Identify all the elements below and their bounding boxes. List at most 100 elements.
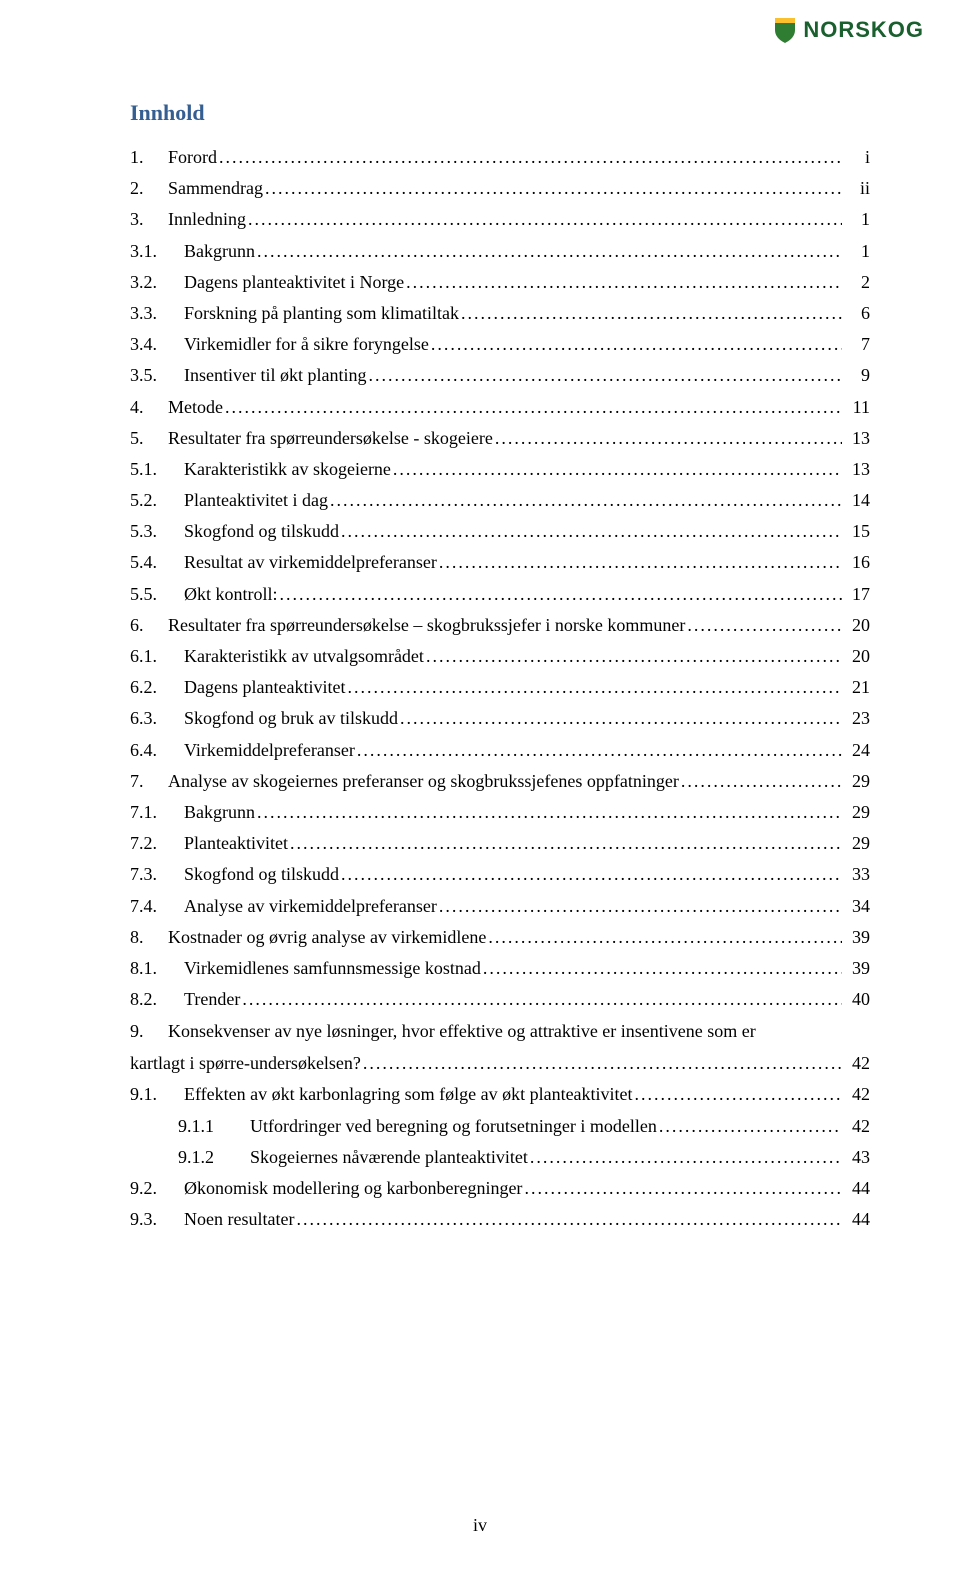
toc-entry-text: Virkemidlenes samfunnsmessige kostnad <box>182 959 481 977</box>
toc-leader-dots <box>439 897 842 915</box>
toc-leader-dots <box>357 741 842 759</box>
toc-entry-number: 7.4. <box>130 897 182 915</box>
toc-entry: 4.Metode 11 <box>130 398 870 416</box>
toc-entry-page: 16 <box>846 553 870 571</box>
toc-entry: 3.5.Insentiver til økt planting9 <box>130 366 870 384</box>
toc-entry-text: Dagens planteaktivitet i Norge <box>182 273 404 291</box>
shield-icon <box>773 16 797 44</box>
toc-entry: 7.4.Analyse av virkemiddelpreferanser34 <box>130 897 870 915</box>
toc-entry-page: 33 <box>846 865 870 883</box>
toc-entry-page: 2 <box>846 273 870 291</box>
toc-entry-page: 44 <box>846 1179 870 1197</box>
toc-entry-number: 9.1. <box>130 1085 182 1103</box>
toc-entry: 5.3.Skogfond og tilskudd15 <box>130 522 870 540</box>
toc-entry-text: Skogfond og bruk av tilskudd <box>182 709 398 727</box>
toc-leader-dots <box>265 179 842 197</box>
toc-entry-page: 1 <box>846 242 870 260</box>
toc-entry: 5.Resultater fra spørreundersøkelse - sk… <box>130 429 870 447</box>
toc-leader-dots <box>257 803 842 821</box>
toc-entry: 5.1.Karakteristikk av skogeierne13 <box>130 460 870 478</box>
toc-entry-text: Planteaktivitet <box>182 834 288 852</box>
toc-entry-page: 11 <box>846 398 870 416</box>
toc-entry-number: 9.2. <box>130 1179 182 1197</box>
toc-entry-text: Virkemiddelpreferanser <box>182 741 355 759</box>
toc-entry-page: 42 <box>846 1117 870 1135</box>
toc-entry-number: 1. <box>130 148 166 166</box>
toc-entry: 3.2.Dagens planteaktivitet i Norge2 <box>130 273 870 291</box>
toc-entry-text: Innledning <box>166 210 246 228</box>
toc-entry: 7.3.Skogfond og tilskudd33 <box>130 865 870 883</box>
toc-entry-text: Trender <box>182 990 240 1008</box>
toc-entry-number: 3. <box>130 210 166 228</box>
toc-entry-number: 8.2. <box>130 990 182 1008</box>
toc-entry-number: 9.1.1 <box>178 1117 248 1135</box>
toc-entry: 6.4.Virkemiddelpreferanser24 <box>130 741 870 759</box>
toc-entry-page: 43 <box>846 1148 870 1166</box>
brand-logo: NORSKOG <box>773 16 924 44</box>
toc-entry-number: 8.1. <box>130 959 182 977</box>
toc-leader-dots <box>280 585 843 603</box>
toc-entry-page: i <box>846 148 870 166</box>
toc-entry: 3.3.Forskning på planting som klimatilta… <box>130 304 870 322</box>
toc-leader-dots <box>257 242 842 260</box>
toc-entry-number: 5.1. <box>130 460 182 478</box>
toc-entry-page: 15 <box>846 522 870 540</box>
toc-entry-page: ii <box>846 179 870 197</box>
toc-entry: 3.Innledning1 <box>130 210 870 228</box>
toc-entry: 8.1.Virkemidlenes samfunnsmessige kostna… <box>130 959 870 977</box>
toc-leader-dots <box>461 304 842 322</box>
toc-entry: 1.Forord i <box>130 148 870 166</box>
toc-entry: 9.Konsekvenser av nye løsninger, hvor ef… <box>130 1021 870 1072</box>
toc-entry: 6.Resultater fra spørreundersøkelse – sk… <box>130 616 870 634</box>
toc-entry-text: kartlagt i spørre-undersøkelsen? <box>130 1054 361 1072</box>
toc-entry-number: 7.2. <box>130 834 182 852</box>
toc-entry-number: 5.5. <box>130 585 182 603</box>
toc-entry-text: Sammendrag <box>166 179 263 197</box>
toc-entry-text: Økonomisk modellering og karbonberegning… <box>182 1179 522 1197</box>
toc-entry-text: Analyse av skogeiernes preferanser og sk… <box>166 772 679 790</box>
toc-entry-number: 4. <box>130 398 166 416</box>
toc-container: Innhold 1.Forordi2.Sammendragii3.Innledn… <box>130 100 870 1241</box>
toc-entry-text: Effekten av økt karbonlagring som følge … <box>182 1085 633 1103</box>
toc-entry: 9.1.Effekten av økt karbonlagring som fø… <box>130 1085 870 1103</box>
toc-leader-dots <box>363 1054 842 1072</box>
toc-leader-dots <box>439 553 842 571</box>
toc-entry-page: 29 <box>846 772 870 790</box>
toc-entry-number: 6.2. <box>130 678 182 696</box>
toc-leader-dots <box>248 210 842 228</box>
toc-entry-page: 40 <box>846 990 870 1008</box>
toc-entry-number: 6.1. <box>130 647 182 665</box>
toc-entry-number: 5.3. <box>130 522 182 540</box>
toc-entry-text: Resultater fra spørreundersøkelse – skog… <box>166 616 685 634</box>
toc-leader-dots <box>659 1117 842 1135</box>
toc-entry-page: 29 <box>846 834 870 852</box>
toc-entry: 5.2.Planteaktivitet i dag14 <box>130 491 870 509</box>
toc-entry-number: 2. <box>130 179 166 197</box>
toc-entry-page: 44 <box>846 1210 870 1228</box>
toc-entry-text: Metode <box>166 398 223 416</box>
toc-entry-text: Utfordringer ved beregning og forutsetni… <box>248 1117 657 1135</box>
toc-entry: 9.1.1Utfordringer ved beregning og forut… <box>130 1117 870 1135</box>
toc-entry: 5.4.Resultat av virkemiddelpreferanser 16 <box>130 553 870 571</box>
toc-entry-page: 39 <box>846 928 870 946</box>
toc-entry-text: Økt kontroll: <box>182 585 278 603</box>
toc-leader-dots <box>393 460 842 478</box>
toc-entry-page: 7 <box>846 335 870 353</box>
toc-entry-text: Resultat av virkemiddelpreferanser <box>182 553 437 571</box>
toc-entry-text: Karakteristikk av utvalgsområdet <box>182 647 424 665</box>
toc-entry-number: 7.1. <box>130 803 182 821</box>
toc-leader-dots <box>400 709 842 727</box>
toc-leader-dots <box>341 522 842 540</box>
toc-entry-text: Forord <box>166 148 217 166</box>
toc-leader-dots <box>406 273 842 291</box>
toc-entry-page: 24 <box>846 741 870 759</box>
toc-entry: 8.Kostnader og øvrig analyse av virkemid… <box>130 928 870 946</box>
toc-entry-page: 9 <box>846 366 870 384</box>
toc-leader-dots <box>687 616 842 634</box>
toc-leader-dots <box>341 865 842 883</box>
toc-leader-dots <box>495 429 842 447</box>
toc-entry-number: 5.4. <box>130 553 182 571</box>
toc-entry-text: Forskning på planting som klimatiltak <box>182 304 459 322</box>
toc-entry: 3.1.Bakgrunn1 <box>130 242 870 260</box>
toc-entry-number: 9.3. <box>130 1210 182 1228</box>
